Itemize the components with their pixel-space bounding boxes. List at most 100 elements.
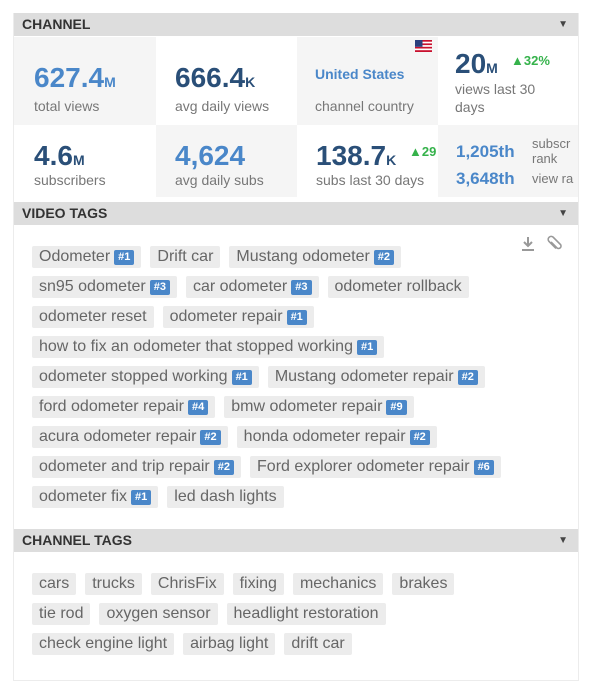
download-icon[interactable]: [519, 235, 537, 253]
tag-rank-badge: #1: [356, 340, 378, 355]
channel-country-label: channel country: [315, 98, 414, 114]
rank-stat: 1,205th subscr rank 3,648th view ra: [438, 125, 578, 197]
channel-tag[interactable]: oxygen sensor: [99, 603, 218, 625]
channel-tag[interactable]: drift car: [284, 633, 352, 655]
video-tag[interactable]: ford odometer repair #4: [32, 396, 216, 418]
view-rank-value: 3,648th: [456, 169, 515, 188]
video-tags-section-header[interactable]: VIDEO TAGS ▼: [14, 202, 578, 225]
video-tag[interactable]: honda odometer repair #2: [236, 426, 437, 448]
tag-rank-badge: #1: [286, 310, 307, 325]
video-tag-label: honda odometer repair: [243, 428, 406, 445]
video-tag-label: acura odometer repair: [39, 428, 197, 445]
video-tag[interactable]: odometer reset: [32, 306, 154, 328]
collapse-caret-icon[interactable]: ▼: [558, 19, 568, 30]
subscriber-rank-label: subscr: [532, 136, 571, 151]
video-tag-label: Odometer: [39, 248, 111, 265]
video-tag[interactable]: odometer repair #1: [162, 306, 314, 328]
channel-tag[interactable]: check engine light: [32, 633, 175, 655]
paperclip-icon[interactable]: [546, 235, 564, 253]
video-tag[interactable]: Mustang odometer #2: [229, 246, 402, 268]
channel-country-stat: United States channel country: [297, 37, 438, 125]
video-tag[interactable]: odometer and trip repair #2: [32, 456, 242, 478]
views-last-30-value: 20M: [455, 48, 498, 79]
video-tag-label: odometer stopped working: [39, 368, 228, 385]
subs-change-badge: ▲29: [409, 144, 437, 159]
video-tag-label: ford odometer repair: [39, 398, 184, 415]
video-tag[interactable]: led dash lights: [167, 486, 284, 508]
subs-last-30-value: 138.7K: [316, 140, 397, 171]
video-tag-label: odometer reset: [39, 308, 147, 325]
video-tag[interactable]: odometer fix #1: [32, 486, 159, 508]
views-last-30-stat: 20M ▲32% views last 30 days: [438, 37, 578, 125]
tag-rank-badge: #6: [473, 460, 494, 475]
channel-section-header[interactable]: CHANNEL ▼: [14, 13, 578, 36]
channel-panel: CHANNEL ▼ 627.4M total views 666.4K avg …: [13, 13, 579, 681]
channel-tags-list: cars trucks ChrisFix fixing mechanics brakes t…: [32, 573, 492, 663]
avg-daily-subs-value: 4,624: [175, 140, 246, 171]
channel-tag[interactable]: brakes: [392, 573, 455, 595]
avg-daily-subs-label: avg daily subs: [175, 172, 264, 188]
subs-last-30-label: subs last 30 days: [316, 172, 425, 188]
video-tag[interactable]: how to fix an odometer that stopped work…: [32, 336, 385, 358]
tag-rank-badge: #2: [409, 430, 430, 445]
avg-daily-views-label: avg daily views: [175, 98, 270, 114]
video-tag[interactable]: bmw odometer repair #9: [224, 396, 414, 418]
rank-label: rank: [532, 151, 558, 166]
tag-rank-badge: #3: [291, 280, 312, 295]
avg-daily-subs-stat: 4,624 avg daily subs: [156, 125, 297, 197]
video-tag[interactable]: sn95 odometer #3: [32, 276, 177, 298]
views-change-badge: ▲32%: [511, 53, 550, 68]
subscriber-rank-value: 1,205th: [456, 142, 515, 161]
channel-tag[interactable]: trucks: [85, 573, 142, 595]
tag-rank-badge: #4: [187, 400, 209, 415]
video-tag-label: odometer rollback: [334, 278, 462, 295]
video-tag-label: odometer and trip repair: [39, 458, 210, 475]
avg-daily-views-value: 666.4K: [175, 62, 256, 93]
video-tag-label: how to fix an odometer that stopped work…: [39, 338, 353, 355]
channel-tags-section-header[interactable]: CHANNEL TAGS ▼: [14, 529, 578, 552]
video-tag-label: led dash lights: [174, 488, 277, 505]
tag-rank-badge: #1: [231, 370, 252, 385]
avg-daily-views-stat: 666.4K avg daily views: [156, 37, 297, 125]
tag-rank-badge: #2: [213, 460, 235, 475]
channel-tag[interactable]: ChrisFix: [150, 573, 224, 595]
channel-tags-section-title: CHANNEL TAGS: [22, 532, 132, 548]
video-tag-label: odometer repair: [169, 308, 283, 325]
views-last-30-label: views last 30 days: [455, 81, 536, 115]
video-tag[interactable]: odometer rollback: [327, 276, 469, 298]
video-tag[interactable]: Mustang odometer repair #2: [267, 366, 485, 388]
video-tag-label: car odometer: [192, 278, 288, 295]
tag-rank-badge: #1: [131, 490, 152, 505]
video-tag-label: Mustang odometer repair: [274, 368, 454, 385]
video-tag-label: Ford explorer odometer repair: [257, 458, 470, 475]
us-flag-icon: [415, 40, 432, 52]
view-rank-label: view ra: [532, 171, 574, 186]
video-tags-section-title: VIDEO TAGS: [22, 205, 108, 221]
video-tag[interactable]: Drift car: [150, 246, 221, 268]
collapse-caret-icon[interactable]: ▼: [558, 535, 568, 546]
video-tag[interactable]: odometer stopped working #1: [32, 366, 259, 388]
video-tag-label: odometer fix: [39, 488, 128, 505]
video-tag-label: Drift car: [157, 248, 214, 265]
total-views-stat: 627.4M total views: [14, 37, 156, 125]
tag-rank-badge: #2: [457, 370, 478, 385]
tag-rank-badge: #2: [373, 250, 395, 265]
video-tags-list: Odometer #1 Drift car Mustang odometer #2sn9…: [32, 246, 542, 516]
channel-tag[interactable]: tie rod: [32, 603, 91, 625]
tag-rank-badge: #2: [200, 430, 221, 445]
channel-tag[interactable]: cars: [32, 573, 77, 595]
subs-last-30-stat: 138.7K ▲29 subs last 30 days: [297, 125, 438, 197]
subscribers-stat: 4.6M subscribers: [14, 125, 156, 197]
video-tag-label: Mustang odometer: [236, 248, 370, 265]
video-tag[interactable]: Odometer #1: [32, 246, 142, 268]
channel-tag[interactable]: airbag light: [183, 633, 276, 655]
video-tag[interactable]: Ford explorer odometer repair #6: [250, 456, 501, 478]
collapse-caret-icon[interactable]: ▼: [558, 208, 568, 219]
channel-tag[interactable]: fixing: [232, 573, 284, 595]
video-tag[interactable]: acura odometer repair #2: [32, 426, 228, 448]
channel-tag[interactable]: headlight restoration: [226, 603, 386, 625]
channel-tag[interactable]: mechanics: [292, 573, 384, 595]
video-tag-label: bmw odometer repair: [231, 398, 383, 415]
video-tag-label: sn95 odometer: [39, 278, 146, 295]
video-tag[interactable]: car odometer #3: [185, 276, 319, 298]
